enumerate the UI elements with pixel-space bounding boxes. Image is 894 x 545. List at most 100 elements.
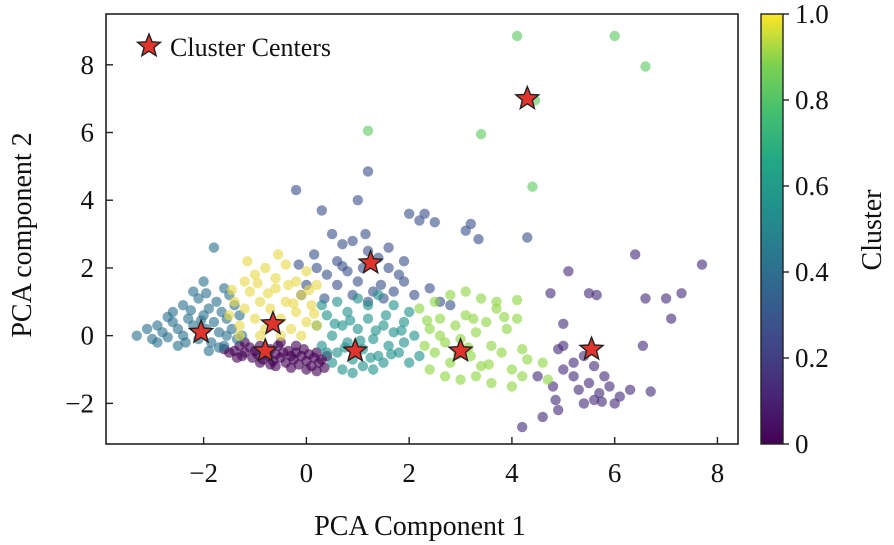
scatter-point — [404, 306, 415, 318]
scatter-point — [362, 125, 374, 136]
scatter-point — [578, 398, 590, 409]
y-axis-ticks: −2 0 2 4 6 8 — [65, 50, 113, 418]
scatter-point — [326, 330, 338, 341]
scatter-point — [609, 398, 620, 409]
scatter-point — [221, 330, 232, 341]
scatter-point — [460, 286, 471, 297]
scatter-point — [321, 310, 333, 321]
scatter-point — [321, 269, 333, 280]
scatter-point — [404, 208, 415, 219]
scatter-point — [352, 293, 363, 304]
scatter-point — [308, 308, 320, 319]
scatter-point — [373, 289, 384, 301]
y-tick-label: −2 — [65, 388, 94, 418]
x-tick-label: 4 — [505, 458, 519, 488]
scatter-point — [609, 30, 620, 42]
colorbar-tick-label: 0.8 — [795, 85, 829, 115]
scatter-point — [486, 377, 497, 389]
scatter-point — [203, 345, 214, 357]
scatter-points — [131, 30, 708, 433]
scatter-point — [296, 330, 307, 341]
scatter-point — [588, 360, 600, 372]
scatter-point — [506, 381, 518, 392]
scatter-point — [388, 300, 399, 311]
scatter-point — [198, 276, 209, 287]
scatter-point — [630, 249, 641, 260]
scatter-point — [347, 235, 358, 247]
y-tick-label: 4 — [81, 185, 95, 215]
scatter-point — [203, 303, 214, 314]
scatter-point — [511, 294, 523, 306]
scatter-point — [301, 364, 312, 375]
scatter-point — [398, 316, 410, 328]
scatter-point — [398, 256, 410, 267]
scatter-point — [249, 269, 261, 280]
scatter-point — [308, 249, 320, 260]
scatter-point — [344, 315, 356, 326]
scatter-point — [419, 208, 430, 219]
scatter-point — [573, 384, 584, 395]
scatter-point — [568, 357, 579, 368]
scatter-point — [434, 313, 446, 324]
scatter-point — [475, 129, 487, 140]
scatter-point — [337, 239, 348, 250]
scatter-point — [398, 276, 410, 287]
scatter-point — [434, 330, 446, 341]
cluster-center-star — [252, 336, 279, 363]
scatter-point — [244, 286, 256, 297]
scatter-point — [506, 364, 518, 375]
x-tick-label: 8 — [711, 458, 725, 488]
scatter-point — [637, 340, 649, 351]
scatter-point — [332, 279, 343, 291]
cluster-center-star — [447, 336, 474, 363]
scatter-point — [234, 320, 245, 331]
scatter-point — [254, 357, 266, 368]
scatter-point — [262, 288, 274, 299]
scatter-point — [152, 337, 163, 348]
scatter-point — [231, 352, 243, 363]
scatter-point — [272, 249, 284, 260]
scatter-point — [568, 371, 579, 382]
scatter-point — [226, 284, 238, 296]
legend-star-marker — [135, 32, 163, 58]
scatter-point — [306, 300, 317, 311]
scatter-point — [332, 347, 343, 358]
scatter-point — [445, 357, 456, 368]
scatter-point — [645, 386, 656, 397]
cluster-centers — [187, 84, 605, 363]
scatter-point — [254, 296, 266, 307]
scatter-point — [375, 279, 387, 291]
scatter-point — [201, 288, 212, 299]
scatter-point — [450, 320, 461, 331]
scatter-point — [329, 318, 340, 329]
scatter-point — [409, 330, 420, 341]
scatter-point — [558, 318, 569, 329]
scatter-point — [517, 344, 528, 355]
scatter-point — [445, 300, 456, 311]
scatter-point — [383, 242, 394, 253]
scatter-point — [290, 306, 302, 318]
scatter-point — [370, 325, 381, 336]
scatter-point — [491, 296, 502, 307]
scatter-point — [239, 276, 250, 287]
scatter-point — [296, 289, 307, 301]
colorbar-tick-label: 0.6 — [795, 171, 829, 201]
scatter-point — [383, 262, 394, 274]
scatter-point — [290, 184, 302, 196]
y-axis-label: PCA component 2 — [7, 132, 38, 337]
scatter-point — [360, 228, 371, 240]
scatter-point — [483, 359, 494, 370]
colorbar-tick-label: 0.2 — [795, 343, 829, 373]
scatter-point — [666, 313, 677, 324]
scatter-point — [311, 262, 322, 274]
colorbar-tick-label: 0.4 — [795, 257, 829, 287]
scatter-point — [445, 289, 456, 301]
scatter-point — [229, 296, 240, 307]
scatter-point — [326, 228, 338, 240]
scatter-point — [321, 347, 333, 358]
x-tick-label: 0 — [300, 458, 314, 488]
scatter-point — [545, 288, 556, 299]
scatter-point — [501, 323, 512, 335]
scatter-point — [368, 333, 379, 345]
scatter-point — [362, 300, 374, 311]
